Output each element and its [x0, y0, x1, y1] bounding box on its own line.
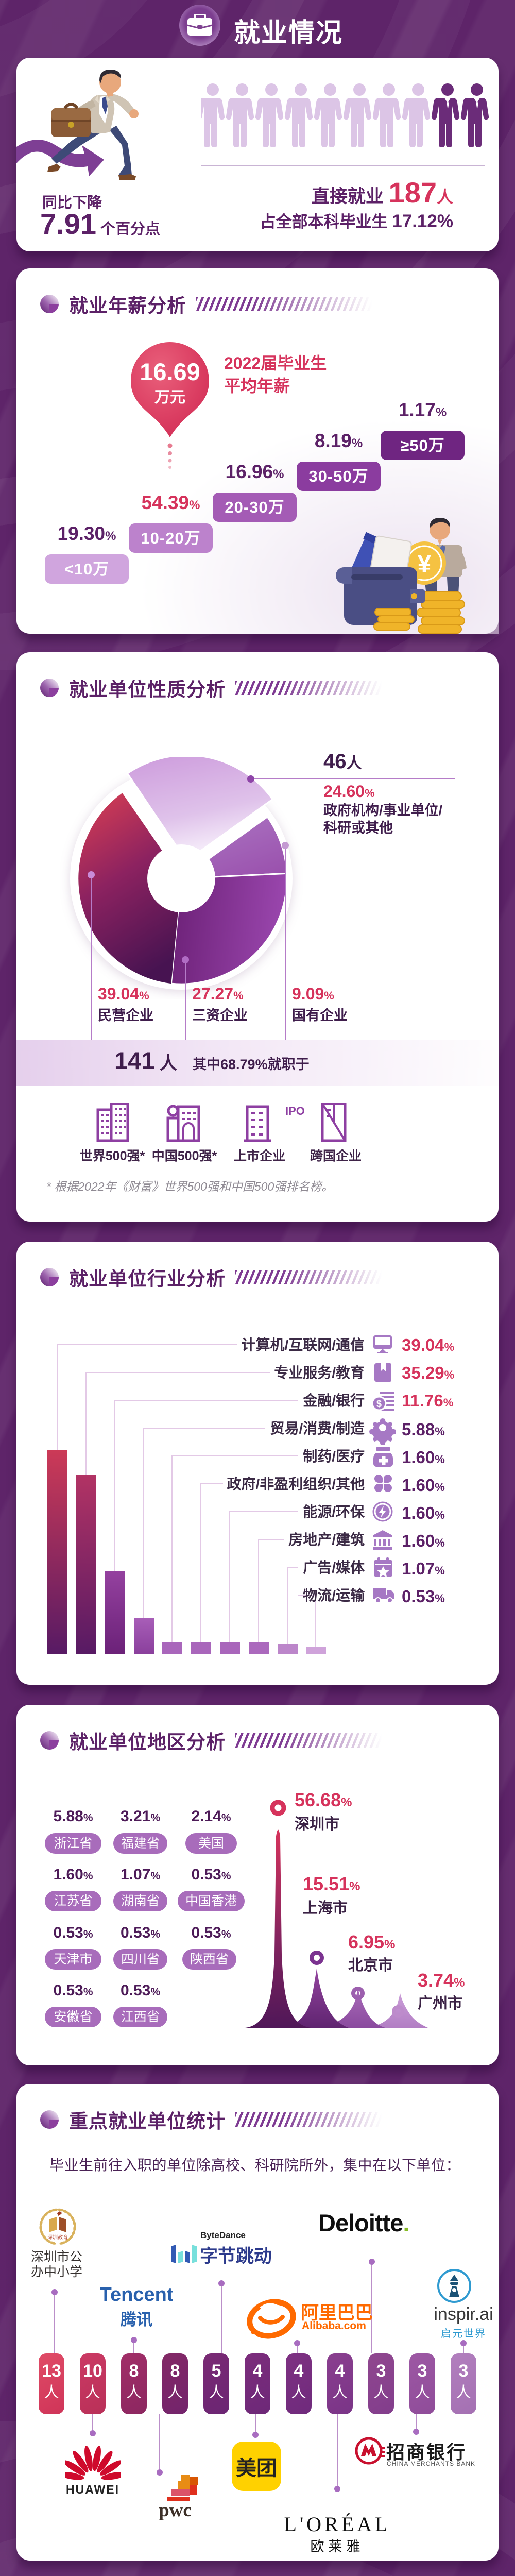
svg-text:$: $ [376, 1399, 382, 1409]
svg-text:IPO: IPO [285, 1105, 305, 1117]
svg-text:深圳教育: 深圳教育 [47, 2234, 68, 2241]
svg-text:¥: ¥ [418, 551, 432, 578]
